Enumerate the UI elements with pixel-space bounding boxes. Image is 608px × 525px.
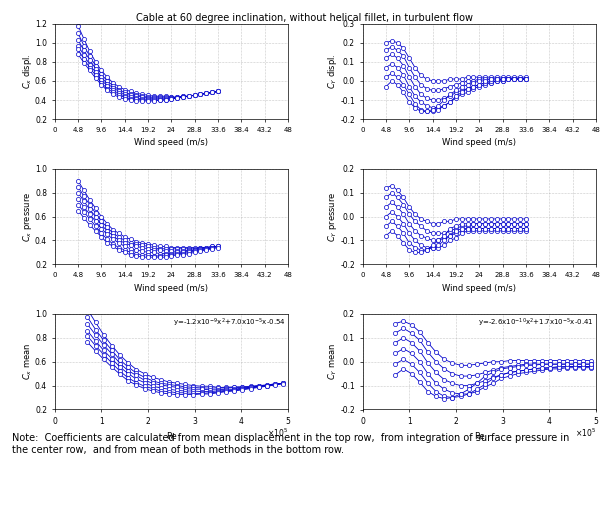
Text: $\times\mathregular{10}^5$: $\times\mathregular{10}^5$ bbox=[267, 427, 288, 439]
X-axis label: Wind speed (m/s): Wind speed (m/s) bbox=[134, 284, 209, 292]
Y-axis label: $C_Y$ pressure: $C_Y$ pressure bbox=[326, 191, 339, 242]
Y-axis label: $C_Y$ displ.: $C_Y$ displ. bbox=[326, 54, 339, 89]
Text: $\times\mathregular{10}^5$: $\times\mathregular{10}^5$ bbox=[575, 427, 596, 439]
Text: y=-1.2x10$^{-9}$x$^2$+7.0x10$^{-5}$x-0.54: y=-1.2x10$^{-9}$x$^2$+7.0x10$^{-5}$x-0.5… bbox=[173, 317, 286, 329]
Y-axis label: $C_Y$ mean: $C_Y$ mean bbox=[326, 343, 339, 381]
Y-axis label: $C_x$ mean: $C_x$ mean bbox=[21, 343, 33, 381]
Y-axis label: $C_x$ displ.: $C_x$ displ. bbox=[21, 54, 33, 89]
X-axis label: Re: Re bbox=[474, 432, 485, 440]
X-axis label: Wind speed (m/s): Wind speed (m/s) bbox=[442, 138, 516, 148]
X-axis label: Re: Re bbox=[166, 432, 177, 440]
X-axis label: Wind speed (m/s): Wind speed (m/s) bbox=[442, 284, 516, 292]
Text: y=-2.6x10$^{-10}$x$^2$+1.7x10$^{-5}$x-0.41: y=-2.6x10$^{-10}$x$^2$+1.7x10$^{-5}$x-0.… bbox=[478, 317, 593, 329]
Text: Note:  Coefficients are calculated from mean displacement in the top row,  from : Note: Coefficients are calculated from m… bbox=[12, 433, 570, 455]
X-axis label: Wind speed (m/s): Wind speed (m/s) bbox=[134, 138, 209, 148]
Text: Cable at 60 degree inclination, without helical fillet, in turbulent flow: Cable at 60 degree inclination, without … bbox=[136, 13, 472, 23]
Y-axis label: $C_x$ pressure: $C_x$ pressure bbox=[21, 192, 33, 242]
